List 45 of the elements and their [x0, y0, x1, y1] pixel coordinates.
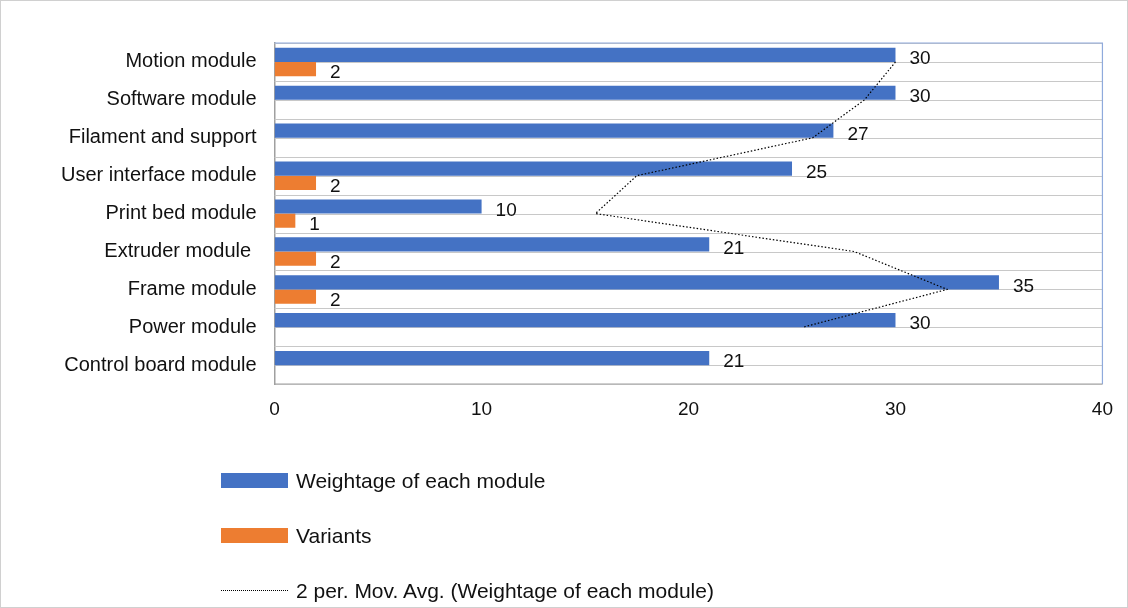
data-label: 2 [330, 61, 341, 83]
data-label: 30 [909, 312, 931, 334]
data-label: 30 [909, 84, 931, 106]
data-label: 1 [309, 212, 320, 234]
legend-label: Variants [296, 523, 372, 548]
y-tick-label: Frame module [127, 276, 257, 299]
x-tick-label: 30 [884, 397, 907, 419]
data-label: 2 [330, 175, 341, 197]
data-label: 25 [806, 160, 828, 182]
bar [274, 161, 793, 176]
data-label: 21 [723, 236, 745, 258]
bar [274, 313, 896, 328]
data-label: 35 [1012, 274, 1035, 296]
bar [274, 275, 999, 290]
bar [274, 213, 296, 228]
data-label: 10 [495, 198, 517, 220]
bar [274, 175, 317, 190]
bar [274, 237, 710, 252]
bar [274, 47, 896, 62]
y-tick-label: User interface module [60, 163, 257, 186]
bar [274, 199, 482, 214]
x-tick-label: 20 [677, 397, 700, 419]
legend-label: Weightage of each module [296, 468, 546, 493]
y-tick-label: Print bed module [105, 201, 257, 224]
y-tick-label: Control board module [64, 352, 257, 375]
bar [274, 85, 896, 100]
y-tick-label: Software module [106, 87, 257, 110]
bar [274, 351, 710, 366]
x-tick-label: 10 [471, 397, 493, 419]
y-tick-label: Extruder module [104, 239, 257, 262]
data-label: 27 [847, 122, 869, 144]
bar [274, 123, 834, 138]
data-label: 2 [330, 250, 341, 272]
y-tick-label: Power module [128, 314, 257, 337]
bar [274, 251, 317, 266]
data-label: 30 [909, 47, 931, 69]
x-tick-label: 0 [269, 397, 280, 419]
x-tick-label: 40 [1091, 397, 1113, 419]
data-label: 2 [330, 288, 341, 310]
bar [274, 289, 317, 304]
bar [274, 61, 317, 77]
y-tick-label: Motion module [125, 49, 257, 72]
legend-label: 2 per. Mov. Avg. (Weightage of each module) [296, 578, 714, 603]
data-label: 21 [723, 350, 745, 372]
y-tick-label: Filament and support [68, 125, 258, 148]
